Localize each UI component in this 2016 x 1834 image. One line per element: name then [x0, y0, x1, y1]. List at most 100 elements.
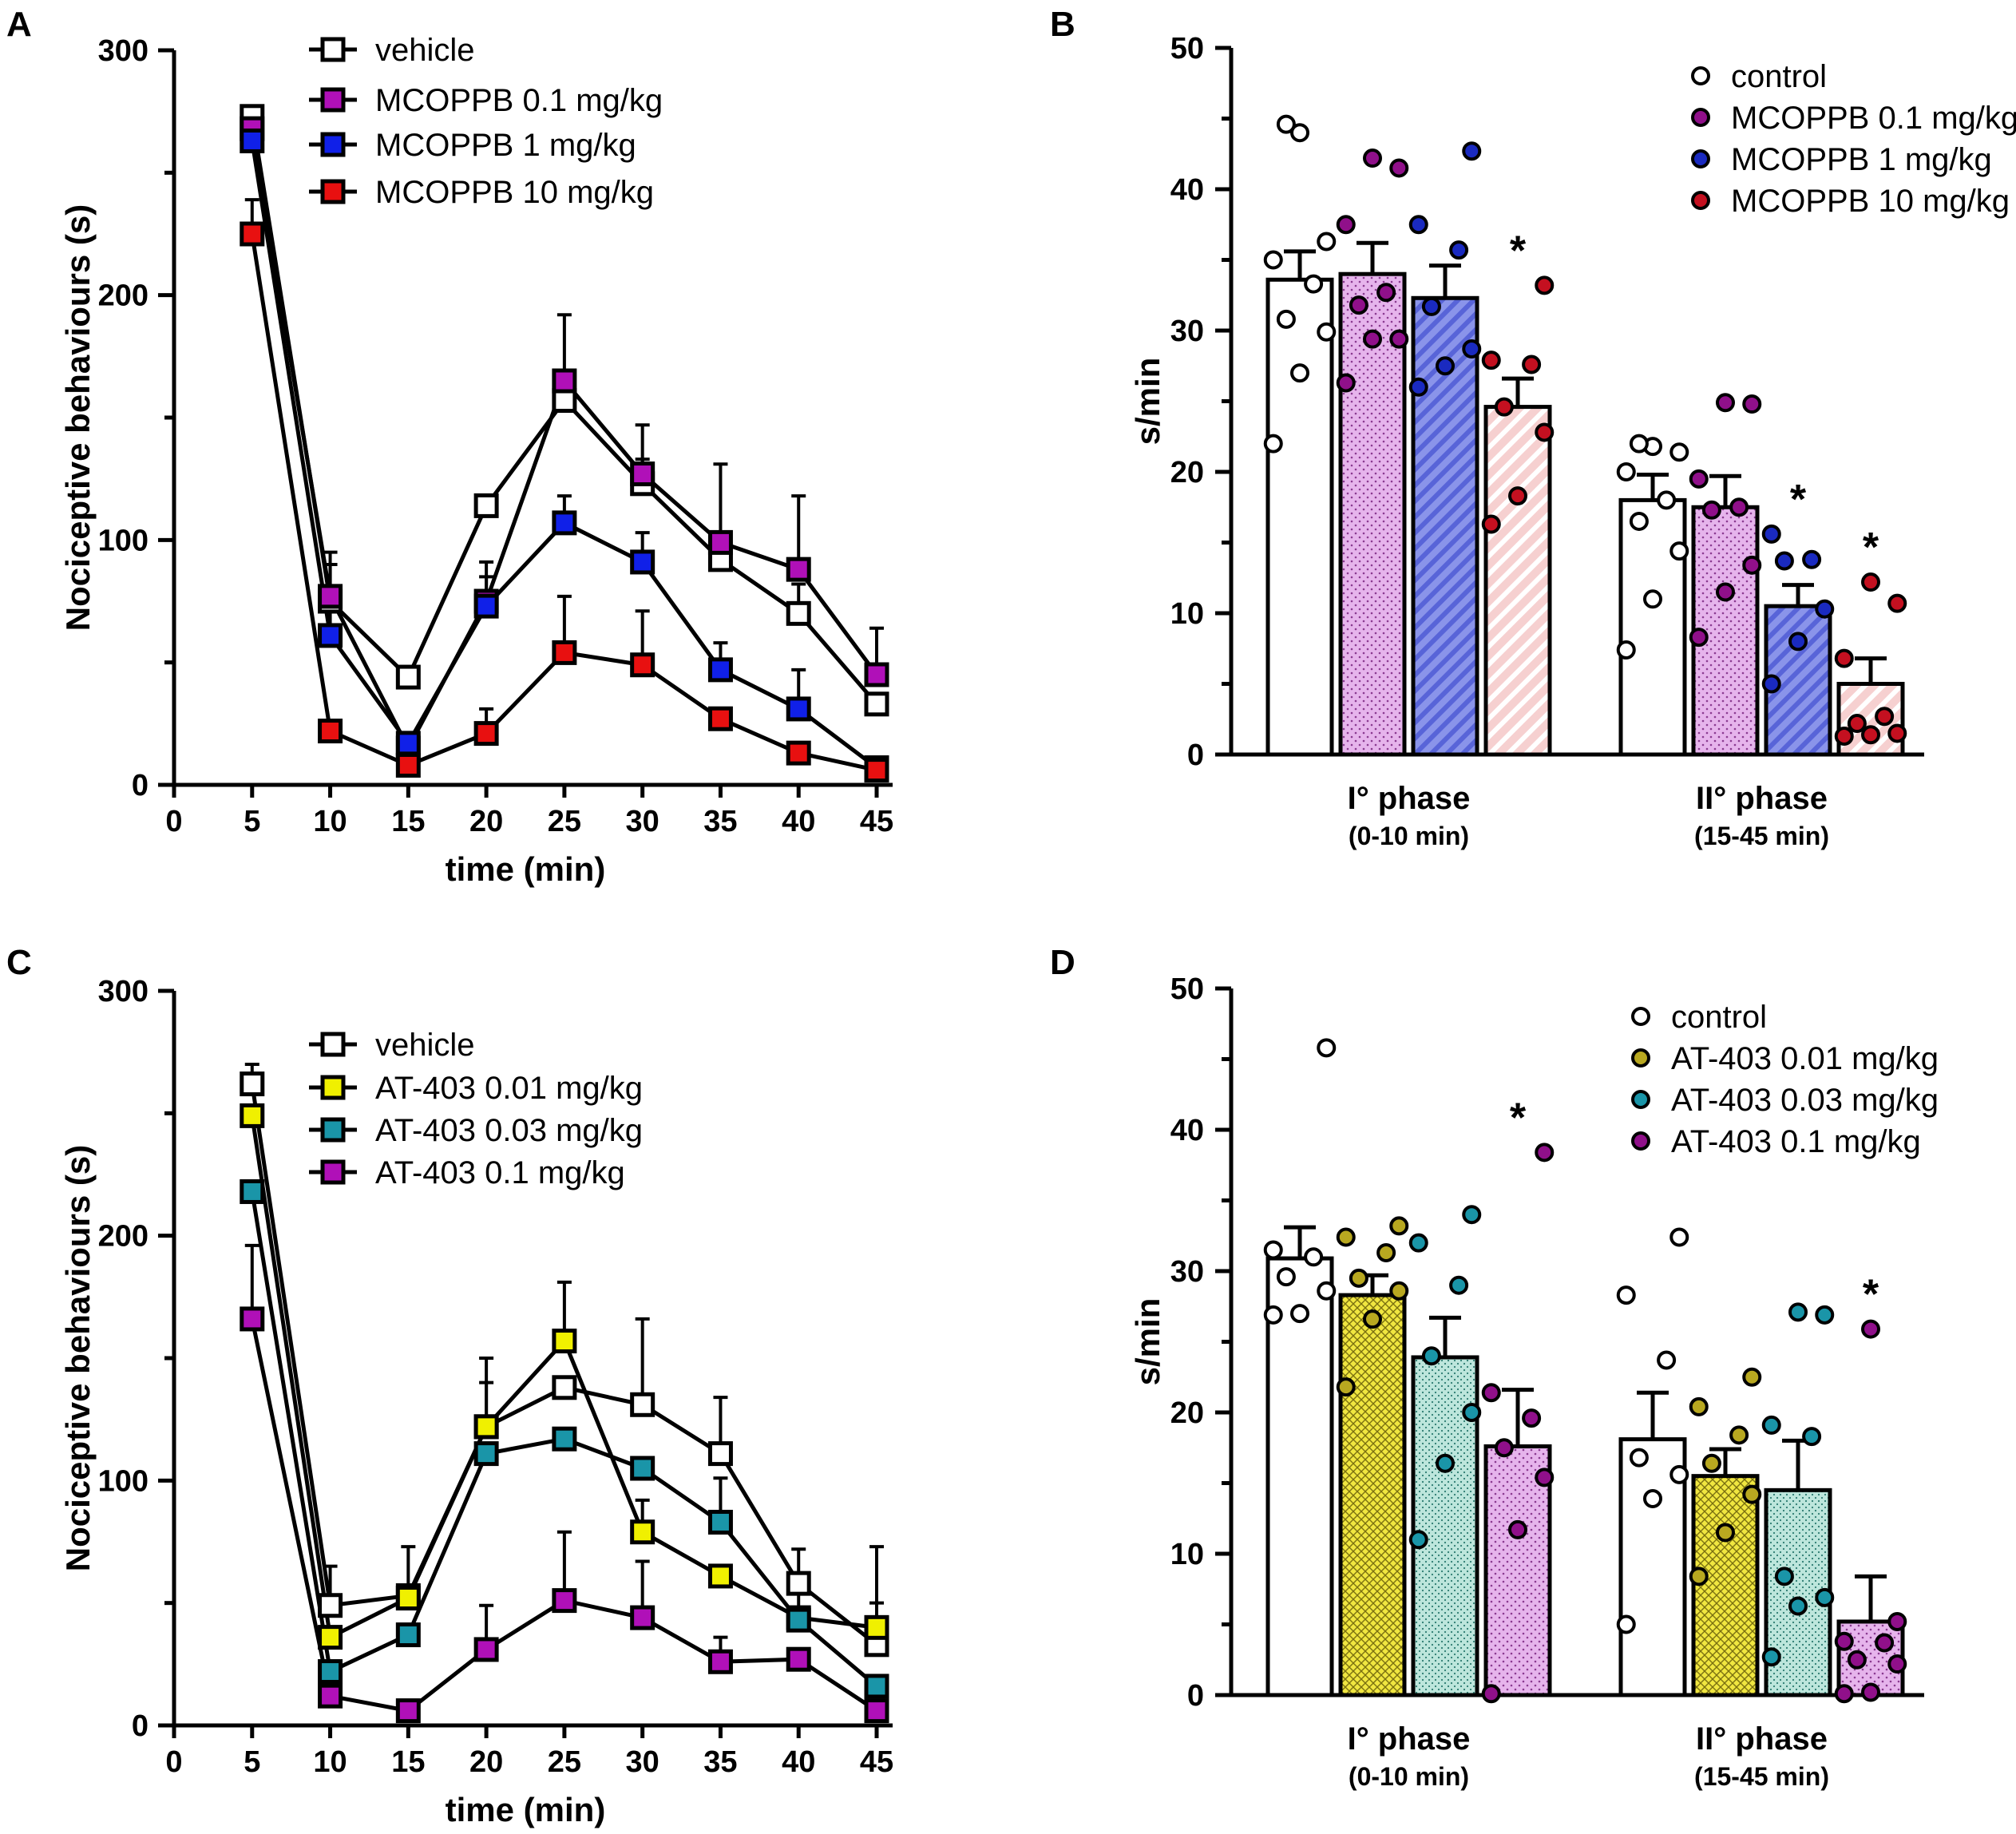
legend-item: AT-403 0.1 mg/kg — [1631, 1124, 1921, 1159]
legend-label: AT-403 0.01 mg/kg — [375, 1071, 643, 1106]
data-dot — [1689, 1567, 1709, 1586]
legend-label: MCOPPB 0.1 mg/kg — [1731, 101, 2016, 136]
data-dot — [1802, 1427, 1822, 1447]
data-dot — [1643, 1488, 1662, 1508]
data-dot — [1657, 1350, 1677, 1370]
x-tick-label: 45 — [860, 1745, 893, 1779]
data-dot — [1616, 1285, 1636, 1305]
legend-item: MCOPPB 0.1 mg/kg — [1691, 101, 2016, 136]
data-point — [473, 1637, 499, 1662]
legend-marker — [320, 1032, 346, 1057]
data-point — [318, 1625, 343, 1650]
y-tick-label: 40 — [1170, 1114, 1204, 1147]
data-dot — [1761, 1415, 1781, 1435]
data-point — [395, 1622, 421, 1648]
data-dot — [1363, 149, 1382, 168]
data-dot — [1629, 511, 1649, 531]
legend-marker — [1691, 149, 1710, 168]
data-dot — [1508, 1519, 1527, 1539]
data-dot — [1481, 1383, 1501, 1403]
data-point — [707, 1441, 733, 1467]
data-dot — [1689, 469, 1709, 489]
data-dot — [1716, 393, 1735, 413]
legend-item: vehicle — [309, 1028, 475, 1063]
data-dot — [1535, 1468, 1555, 1487]
data-dot — [1389, 1281, 1409, 1301]
legend-item: control — [1691, 59, 1827, 94]
x-tick-label: 30 — [626, 1745, 659, 1779]
data-point — [630, 1605, 655, 1630]
panel-d: D 0 10 20 30 40 50 s/min I° phase (0-10 min) II° p… — [1050, 943, 1939, 1791]
x-tick-label: 15 — [391, 805, 425, 838]
legend-marker — [1631, 1048, 1650, 1068]
data-dot — [1861, 725, 1880, 745]
legend-label: vehicle — [375, 33, 475, 68]
panel-label: D — [1050, 943, 1075, 982]
bar-group — [1408, 141, 1482, 757]
data-point — [395, 731, 421, 756]
y-tick-label: 20 — [1170, 456, 1204, 489]
legend-item: MCOPPB 10 mg/kg — [1691, 184, 2010, 219]
data-dot — [1643, 589, 1662, 609]
data-point — [318, 1593, 343, 1618]
data-dot — [1408, 215, 1428, 235]
data-point — [318, 623, 343, 648]
y-axis-title: Nociceptive behaviours (s) — [59, 204, 97, 632]
data-dot — [1887, 1654, 1907, 1674]
data-dot — [1629, 1448, 1649, 1468]
category-label: I° phase — [1348, 1721, 1471, 1757]
data-dot — [1263, 1305, 1283, 1325]
data-dot — [1436, 356, 1455, 376]
data-dot — [1847, 1650, 1867, 1670]
data-point — [318, 719, 343, 744]
data-point — [552, 1329, 577, 1354]
data-point — [552, 1375, 577, 1400]
y-tick-label: 300 — [98, 975, 149, 1008]
data-point — [786, 1571, 811, 1596]
data-dot — [1616, 462, 1636, 481]
category-sublabel: (15-45 min) — [1694, 1762, 1829, 1791]
legend-label: MCOPPB 1 mg/kg — [375, 128, 636, 163]
data-dot — [1290, 363, 1309, 383]
data-dot — [1462, 1205, 1482, 1225]
data-point — [630, 652, 655, 678]
category-sublabel: (0-10 min) — [1349, 1762, 1469, 1791]
x-tick-label: 35 — [703, 1745, 737, 1779]
data-dot — [1669, 1227, 1689, 1247]
series-1 — [323, 313, 884, 675]
data-dot — [1376, 283, 1396, 303]
legend-marker — [1691, 191, 1710, 210]
legend-marker — [320, 87, 346, 113]
data-dot — [1436, 1453, 1455, 1473]
data-point — [240, 1071, 265, 1097]
data-dot — [1887, 593, 1907, 613]
data-dot — [1336, 1377, 1356, 1397]
bar-group — [1689, 393, 1762, 757]
data-dot — [1861, 572, 1880, 592]
bar — [1691, 1474, 1760, 1697]
data-dot — [1494, 1438, 1514, 1458]
panel-c: C 0 100 200 300 0 5 10 15 20 25 30 35 40 45 time (min) N… — [6, 943, 893, 1828]
data-dot — [1349, 1268, 1368, 1288]
y-axis-title: s/min — [1129, 1298, 1166, 1386]
data-dot — [1317, 1281, 1337, 1301]
data-dot — [1761, 1647, 1781, 1667]
data-point — [864, 758, 889, 783]
data-point — [473, 1414, 499, 1440]
bar-group — [1689, 1367, 1762, 1697]
y-tick-label: 200 — [98, 279, 149, 313]
data-point — [240, 1178, 265, 1204]
y-tick-label: 0 — [1187, 1679, 1204, 1713]
data-point — [240, 1306, 265, 1332]
legend-item: AT-403 0.01 mg/kg — [309, 1071, 643, 1106]
y-tick-label: 40 — [1170, 173, 1204, 207]
data-dot — [1336, 1227, 1356, 1247]
y-axis-title: Nociceptive behaviours (s) — [59, 1145, 97, 1572]
data-dot — [1742, 394, 1762, 414]
bar-group: * — [1761, 477, 1835, 757]
data-dot — [1276, 114, 1296, 134]
data-dot — [1276, 1267, 1296, 1287]
y-tick-label: 20 — [1170, 1396, 1204, 1430]
y-tick-label: 0 — [1187, 739, 1204, 772]
